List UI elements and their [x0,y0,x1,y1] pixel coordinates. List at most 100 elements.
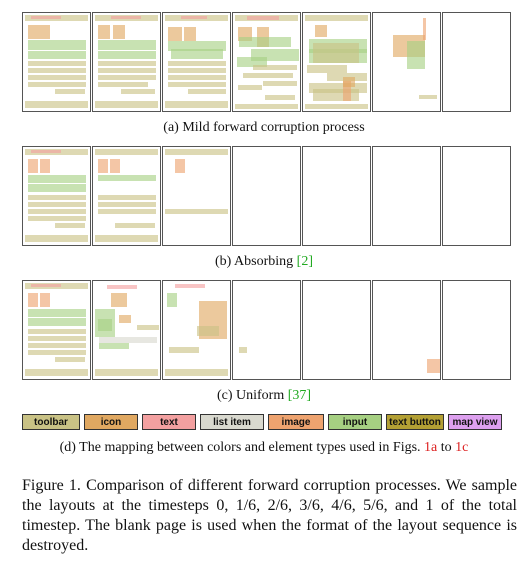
layout-element-icon [28,25,50,39]
layout-element-toolbar [169,347,199,353]
layout-element-toolbar [253,65,297,70]
layout-frame-1 [92,146,161,246]
layout-element-toolbar [239,347,247,353]
layout-frame-6 [442,280,511,380]
layout-element-toolbar [168,68,226,73]
layout-element-toolbar [55,223,85,228]
layout-element-toolbar [265,95,295,100]
layout-strip-mild [22,12,517,112]
layout-element-text [247,16,279,20]
layout-element-toolbar [95,235,158,242]
layout-element-toolbar [98,61,156,66]
layout-element-toolbar [28,329,86,334]
subcaption-legend: (d) The mapping between colors and eleme… [0,440,528,456]
layout-frame-6 [442,12,511,112]
layout-element-toolbar [28,209,86,214]
layout-element-image [40,293,50,307]
layout-element-toolbar [305,104,368,109]
layout-frame-0 [22,280,91,380]
layout-element-image [28,293,38,307]
layout-frame-1 [92,280,161,380]
subcaption-absorbing-text: (b) Absorbing [215,254,297,269]
layout-element-text [111,16,141,19]
layout-element-text [175,284,205,288]
legend-chip-toolbar: toolbar [22,414,80,430]
layout-element-toolbar [98,195,156,200]
legend-chip-map-view: map view [448,414,502,430]
layout-element-icon [168,27,182,41]
subcaption-absorbing: (b) Absorbing [2] [0,254,528,270]
layout-element-input [99,343,129,349]
subcaption-uniform: (c) Uniform [37] [0,388,528,404]
subcaption-legend-ref-1a[interactable]: 1a [424,440,438,455]
layout-element-image [28,159,38,173]
layout-frame-3 [232,12,301,112]
layout-element-toolbar [165,369,228,376]
subcaption-legend-ref-1c[interactable]: 1c [455,440,469,455]
layout-frame-4 [302,12,371,112]
figure-caption: Figure 1. Comparison of different forwar… [22,477,517,554]
layout-element-input [28,40,86,50]
subcaption-uniform-text: (c) Uniform [216,388,288,403]
layout-element-toolbar [165,101,228,108]
layout-strip-absorbing [22,146,517,246]
layout-element-toolbar [168,82,226,87]
layout-element-text [181,16,207,19]
layout-element-toolbar [115,223,155,228]
legend-chip-image: image [268,414,324,430]
layout-element-toolbar [28,195,86,200]
layout-element-toolbar [307,65,347,73]
layout-frame-0 [22,12,91,112]
layout-element-toolbar [197,326,219,336]
layout-element-toolbar [98,209,156,214]
layout-element-toolbar [313,89,359,101]
layout-element-toolbar [188,89,226,94]
layout-frame-2 [162,146,231,246]
layout-element-toolbar [137,325,159,330]
layout-element-toolbar [28,202,86,207]
layout-element-text [31,150,61,153]
layout-element-toolbar [98,82,148,87]
layout-element-toolbar [235,104,298,109]
layout-element-toolbar [28,61,86,66]
subcaption-legend-text: (d) The mapping between colors and eleme… [59,440,425,455]
layout-element-toolbar [165,209,228,214]
subcaption-legend-mid: to [437,440,456,455]
legend-chip-text-button: text button [386,414,444,430]
layout-element-text [31,16,61,19]
subcaption-mild-text: (a) Mild forward corruption process [163,120,365,135]
layout-frame-4 [302,146,371,246]
layout-element-toolbar [25,235,88,242]
layout-element-input [167,293,177,307]
subcaption-uniform-ref[interactable]: [37] [287,388,312,403]
legend-chip-text: text [142,414,196,430]
layout-element-toolbar [305,15,368,21]
layout-element-toolbar [419,95,437,99]
layout-frame-1 [92,12,161,112]
layout-element-image [343,81,351,101]
layout-element-image [423,18,426,40]
layout-element-toolbar [165,149,228,155]
layout-element-input [28,309,86,317]
layout-element-toolbar [25,101,88,108]
layout-element-input [28,318,86,326]
layout-frame-5 [372,146,441,246]
layout-frame-4 [302,280,371,380]
layout-element-toolbar [168,61,226,66]
layout-element-toolbar [95,101,158,108]
layout-element-icon [98,25,110,39]
layout-element-toolbar [121,89,155,94]
layout-element-toolbar [238,85,262,90]
layout-element-toolbar [98,202,156,207]
layout-element-input [98,51,156,59]
layout-element-image [110,159,120,173]
layout-element-icon [119,315,131,323]
layout-frame-5 [372,280,441,380]
layout-frame-5 [372,12,441,112]
legend-chip-icon: icon [84,414,138,430]
subcaption-absorbing-ref[interactable]: [2] [296,254,313,269]
layout-element-input [28,175,86,183]
layout-element-toolbar [28,343,86,348]
layout-element-toolbar [313,43,359,63]
layout-element-input [237,57,267,67]
